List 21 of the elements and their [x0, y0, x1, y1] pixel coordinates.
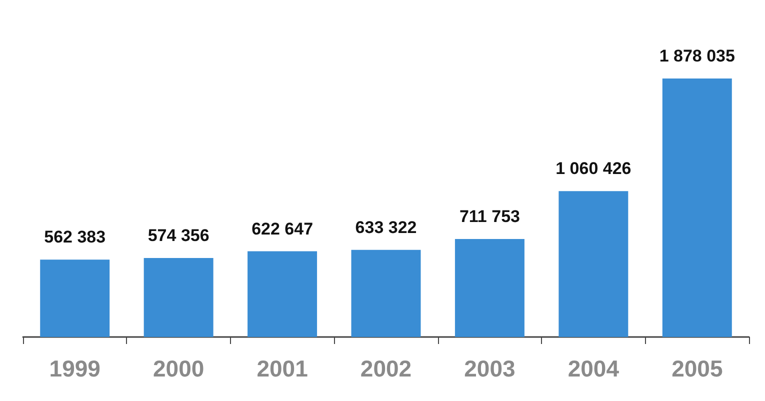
- bar: [40, 260, 110, 337]
- bar: [248, 251, 318, 337]
- x-tick-label: 2000: [152, 356, 204, 382]
- data-label: 633 322: [355, 218, 417, 237]
- x-tick-label: 2003: [464, 356, 516, 382]
- data-label: 622 647: [252, 219, 314, 238]
- bar: [351, 250, 421, 337]
- x-tick-label: 2001: [256, 356, 308, 382]
- data-label: 1 878 035: [659, 46, 735, 66]
- data-label: 1 060 426: [556, 159, 632, 178]
- x-tick-label: 1999: [49, 356, 100, 382]
- x-tick-label: 2002: [360, 356, 412, 382]
- x-tick-label: 2004: [568, 356, 620, 382]
- data-label: 711 753: [459, 207, 520, 226]
- bar: [558, 191, 628, 337]
- bar: [662, 78, 732, 337]
- data-label: 562 383: [44, 228, 106, 247]
- x-tick-label: 2005: [672, 356, 723, 382]
- bar: [144, 258, 214, 337]
- data-label: 574 356: [148, 226, 210, 245]
- bar: [454, 239, 524, 337]
